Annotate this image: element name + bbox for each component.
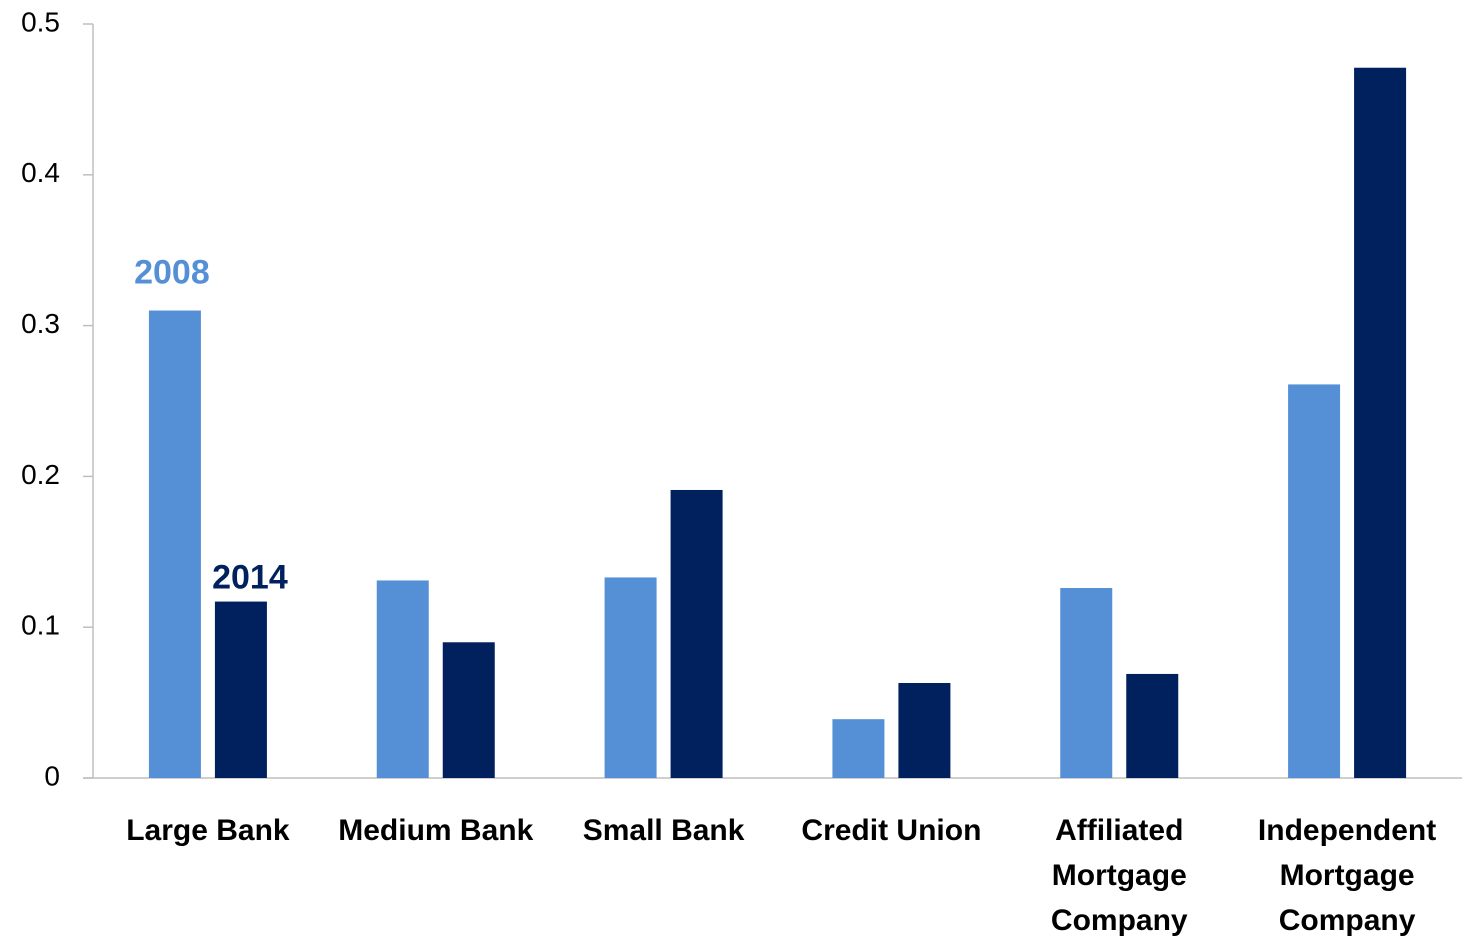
series-label: 2014 <box>212 559 288 597</box>
bar <box>1126 673 1179 778</box>
y-tick-label: 0.1 <box>21 610 60 641</box>
bar <box>898 682 951 778</box>
y-tick-label: 0 <box>44 760 60 791</box>
y-tick-label: 0.5 <box>21 6 60 37</box>
x-tick-label: Independent Mortgage Company <box>1257 814 1437 937</box>
y-tick-label: 0.3 <box>21 308 60 339</box>
x-tick-label: Small Bank <box>582 814 745 847</box>
bar <box>1288 384 1341 778</box>
x-tick-label: Affiliated Mortgage Company <box>1050 814 1188 937</box>
bar <box>214 601 267 778</box>
bar <box>832 719 885 778</box>
series-label: 2008 <box>134 254 210 292</box>
bar <box>670 489 723 778</box>
x-tick-label: Large Bank <box>126 814 290 847</box>
bar <box>148 310 201 778</box>
bar <box>1060 587 1113 778</box>
bar <box>442 642 495 778</box>
x-tick-label: Medium Bank <box>338 814 534 847</box>
bar <box>604 577 657 778</box>
bar <box>1354 67 1407 779</box>
bar <box>376 580 429 778</box>
y-tick-label: 0.2 <box>21 459 60 490</box>
y-tick-label: 0.4 <box>21 157 60 188</box>
x-tick-label: Credit Union <box>801 814 982 847</box>
